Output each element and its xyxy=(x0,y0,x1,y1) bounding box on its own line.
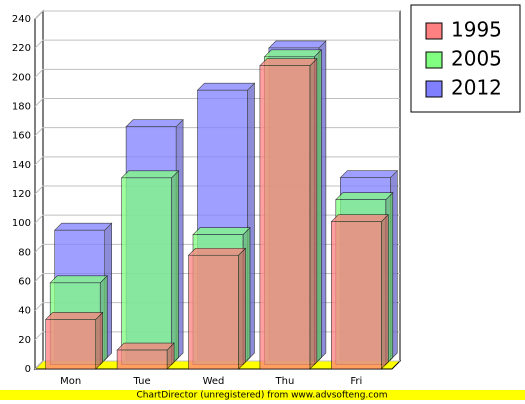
y-tick-label: 160 xyxy=(12,131,31,142)
bar-side xyxy=(238,247,246,370)
bar xyxy=(187,247,247,370)
bar-front xyxy=(259,65,311,370)
legend-label: 2012 xyxy=(451,76,502,100)
legend-label: 2005 xyxy=(451,47,502,71)
y-tick-label: 220 xyxy=(12,43,31,54)
bar-front xyxy=(330,221,382,370)
legend-swatch xyxy=(425,22,443,40)
bar-top xyxy=(120,170,180,179)
bar-top xyxy=(125,119,184,127)
bar-top xyxy=(335,192,394,201)
bar xyxy=(120,170,180,366)
y-tick-label: 100 xyxy=(12,218,31,229)
y-tick-label: 40 xyxy=(18,306,31,317)
legend-swatch xyxy=(425,51,443,69)
bar-front xyxy=(45,319,97,370)
y-tick-label: 140 xyxy=(12,160,31,171)
bar xyxy=(259,57,318,370)
bar-front xyxy=(188,254,239,370)
grid-line xyxy=(34,10,400,20)
bar-top xyxy=(49,275,108,284)
bar-side xyxy=(95,311,103,370)
bar-top xyxy=(192,227,251,236)
x-tick-label: Thu xyxy=(275,376,295,387)
bar-front xyxy=(116,349,168,370)
bar xyxy=(116,342,175,370)
bar xyxy=(44,311,104,370)
x-tick-label: Tue xyxy=(133,376,151,387)
y-tick-label: 240 xyxy=(12,14,31,25)
y-tick-label: 180 xyxy=(12,102,31,113)
bar-top xyxy=(44,312,104,320)
y-tick-label: 60 xyxy=(18,277,31,288)
bar-top xyxy=(116,342,175,351)
y-tick-label: 20 xyxy=(18,335,31,346)
bar-side xyxy=(171,170,179,366)
bar-top xyxy=(53,222,113,231)
x-tick-label: Wed xyxy=(203,376,225,387)
footer-bar xyxy=(0,390,525,400)
bar-top xyxy=(187,247,247,256)
bar-front xyxy=(121,177,172,365)
bar-side xyxy=(380,213,389,370)
bar-top xyxy=(268,40,327,49)
bar-top xyxy=(196,82,256,91)
legend-swatch xyxy=(425,80,443,98)
y-tick-label: 200 xyxy=(12,72,31,83)
x-tick-label: Mon xyxy=(60,376,81,387)
bar-side xyxy=(309,57,318,370)
bar xyxy=(330,213,390,370)
grid-line xyxy=(34,39,400,49)
x-tick-label: Fri xyxy=(350,376,362,387)
bar-top xyxy=(259,58,318,66)
legend-label: 1995 xyxy=(451,18,502,42)
bar-top xyxy=(263,49,323,58)
y-tick-label: 80 xyxy=(18,247,31,258)
bar-top xyxy=(339,170,399,179)
y-tick-label: 0 xyxy=(25,364,31,375)
footer: ChartDirector (unregistered) from www.ad… xyxy=(136,391,387,401)
y-tick-label: 120 xyxy=(12,189,31,200)
bar-top xyxy=(330,214,390,223)
